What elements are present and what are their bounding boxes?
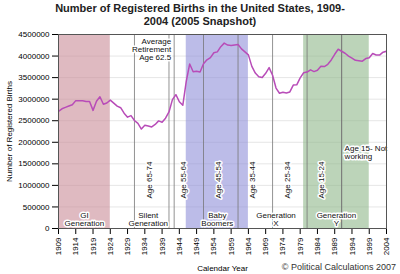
svg-text:Calendar Year: Calendar Year xyxy=(197,264,248,273)
svg-text:1959: 1959 xyxy=(227,237,236,255)
svg-text:1964: 1964 xyxy=(244,237,253,255)
svg-text:3500000: 3500000 xyxy=(18,73,50,82)
svg-text:1969: 1969 xyxy=(261,237,270,255)
svg-text:Age 25-34: Age 25-34 xyxy=(283,161,292,198)
svg-text:BabyBoomers: BabyBoomers xyxy=(201,211,233,228)
svg-text:2000000: 2000000 xyxy=(18,138,50,147)
svg-text:1984: 1984 xyxy=(313,237,322,255)
svg-text:Age 65-74: Age 65-74 xyxy=(145,161,154,198)
svg-text:1944: 1944 xyxy=(175,237,184,255)
svg-text:1919: 1919 xyxy=(89,237,98,255)
svg-text:1500000: 1500000 xyxy=(18,159,50,168)
svg-text:2500000: 2500000 xyxy=(18,116,50,125)
svg-text:2004: 2004 xyxy=(382,237,391,255)
svg-text:GenerationY: GenerationY xyxy=(317,211,357,228)
svg-text:4500000: 4500000 xyxy=(18,30,50,39)
svg-text:1914: 1914 xyxy=(71,237,80,255)
svg-text:SilentGeneration: SilentGeneration xyxy=(128,211,168,228)
svg-text:1974: 1974 xyxy=(278,237,287,255)
svg-text:1000000: 1000000 xyxy=(18,181,50,190)
svg-text:Age 15-24: Age 15-24 xyxy=(317,161,326,198)
svg-text:Number of Registered Births: Number of Registered Births xyxy=(5,81,14,182)
svg-text:Age 35-44: Age 35-44 xyxy=(248,161,257,198)
svg-text:GIGeneration: GIGeneration xyxy=(65,211,105,228)
svg-text:500000: 500000 xyxy=(23,203,50,212)
svg-text:Age 15- Notworking: Age 15- Notworking xyxy=(344,144,388,161)
svg-text:1949: 1949 xyxy=(192,237,201,255)
svg-text:AverageRetirementAge 62.5: AverageRetirementAge 62.5 xyxy=(132,37,172,62)
svg-text:0: 0 xyxy=(45,224,50,233)
svg-text:1954: 1954 xyxy=(209,237,218,255)
svg-text:1939: 1939 xyxy=(158,237,167,255)
svg-text:3000000: 3000000 xyxy=(18,95,50,104)
html-text:© Political Calculations 2007: © Political Calculations 2007 xyxy=(281,262,396,272)
svg-text:Age 45-54: Age 45-54 xyxy=(214,161,223,198)
svg-text:1909: 1909 xyxy=(54,237,63,255)
svg-text:GenerationX: GenerationX xyxy=(256,211,296,228)
svg-text:4000000: 4000000 xyxy=(18,52,50,61)
svg-text:1999: 1999 xyxy=(365,237,374,255)
svg-text:Age 55-64: Age 55-64 xyxy=(179,161,188,198)
svg-text:1994: 1994 xyxy=(348,237,357,255)
svg-text:1929: 1929 xyxy=(123,237,132,255)
svg-text:1924: 1924 xyxy=(106,237,115,255)
svg-text:1934: 1934 xyxy=(140,237,149,255)
svg-text:1979: 1979 xyxy=(296,237,305,255)
svg-text:1989: 1989 xyxy=(330,237,339,255)
html-text:Number of Registered Births in: Number of Registered Births in the Unite… xyxy=(55,2,345,27)
